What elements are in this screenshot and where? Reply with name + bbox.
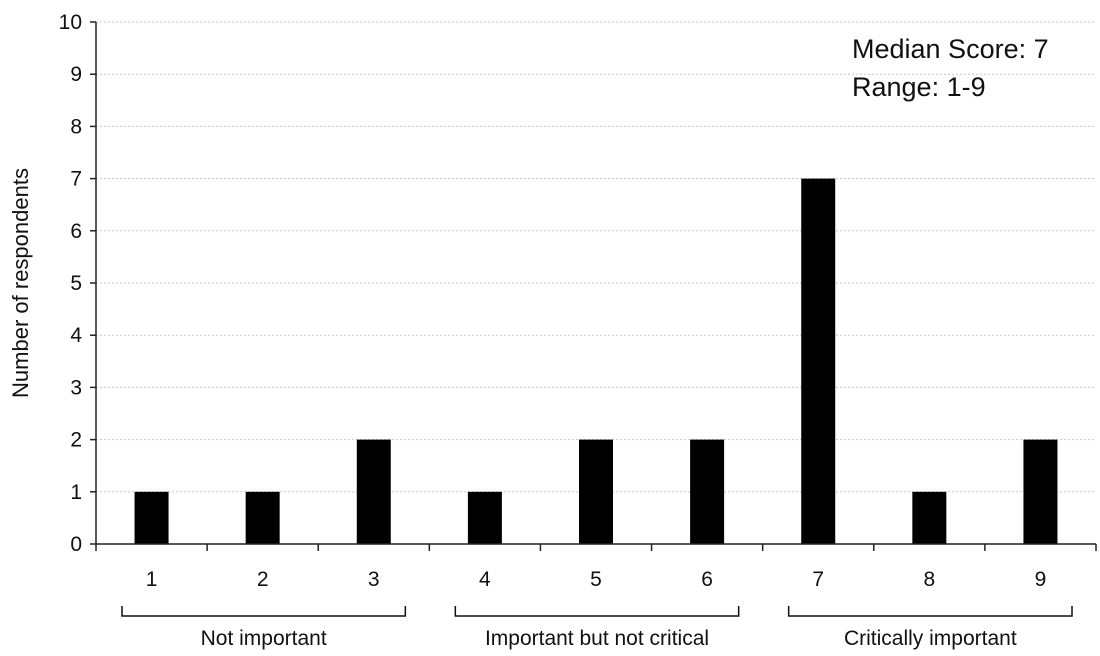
x-tick-label: 9: [1035, 568, 1047, 591]
y-tick-label: 4: [70, 324, 82, 347]
y-tick-label: 7: [70, 168, 82, 191]
x-tick-label: 8: [923, 568, 935, 591]
group-label: Important but not critical: [485, 627, 709, 650]
median-annotation: Median Score: 7: [852, 34, 1049, 64]
y-tick-label: 0: [70, 533, 82, 556]
y-tick-label: 8: [70, 115, 82, 138]
x-axis-ticks: 1 2 3 4 5 6 7 8 9: [95, 544, 1097, 591]
group-bracket: [121, 606, 407, 617]
bar: [579, 439, 613, 544]
y-tick-label: 5: [70, 272, 82, 295]
bar: [912, 491, 947, 544]
group-bracket: [454, 606, 740, 617]
y-tick-label: 9: [70, 63, 82, 86]
bar: [1023, 439, 1058, 544]
bar: [467, 491, 502, 544]
x-tick-label: 1: [146, 568, 158, 591]
y-axis-label: Number of respondents: [8, 168, 33, 398]
y-axis-ticks: 0 1 2 3 4 5 6 7 8 9 10: [59, 11, 96, 556]
x-tick-label: 4: [479, 568, 491, 591]
x-tick-label: 7: [812, 568, 824, 591]
bar: [801, 178, 836, 544]
x-tick-label: 3: [368, 568, 380, 591]
x-tick-label: 6: [701, 568, 713, 591]
gridlines: [96, 21, 1096, 493]
group-bracket: [787, 606, 1073, 617]
bar: [134, 491, 169, 544]
x-tick-label: 5: [590, 568, 602, 591]
bars: [134, 178, 1058, 544]
bar: [245, 491, 280, 544]
y-tick-label: 1: [70, 481, 82, 504]
y-tick-label: 3: [70, 376, 82, 399]
y-tick-label: 10: [59, 11, 82, 34]
x-tick-label: 2: [257, 568, 269, 591]
bar: [690, 439, 725, 544]
bar: [356, 439, 391, 544]
y-tick-label: 2: [70, 429, 82, 452]
group-label: Critically important: [844, 627, 1017, 650]
y-tick-label: 6: [70, 220, 82, 243]
range-annotation: Range: 1-9: [852, 72, 986, 102]
category-groups: Not important Important but not critical C…: [121, 606, 1073, 650]
group-label: Not important: [201, 627, 327, 650]
